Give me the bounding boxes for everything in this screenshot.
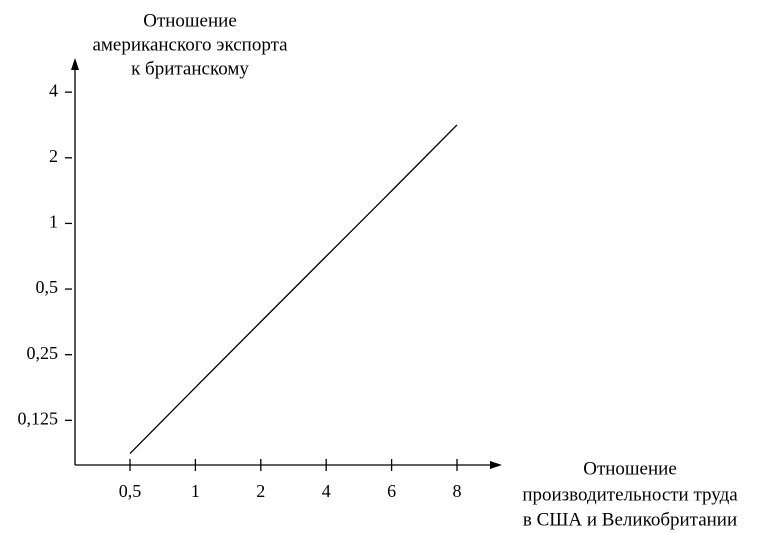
y-tick-label: 0,125 [18, 408, 59, 428]
x-tick-label: 1 [191, 481, 200, 501]
x-axis-arrow [490, 461, 502, 469]
x-tick-label: 2 [256, 481, 265, 501]
y-tick-label: 0,25 [27, 343, 59, 363]
x-tick-label: 4 [322, 481, 331, 501]
x-tick-label: 0,5 [119, 481, 142, 501]
y-axis-label: американского экспорта [92, 34, 288, 55]
y-axis-label: к британскому [131, 58, 249, 79]
x-axis-label: производительности труда [522, 484, 738, 505]
y-tick-label: 2 [49, 146, 58, 166]
x-tick-label: 6 [387, 481, 396, 501]
x-tick-label: 8 [453, 481, 462, 501]
x-axis-label: в США и Великобритании [523, 509, 737, 530]
y-axis-label: Отношение [143, 10, 237, 31]
line [129, 124, 458, 455]
y-tick-label: 4 [49, 80, 58, 100]
x-axis-label: Отношение [583, 458, 677, 479]
y-axis-arrow [71, 58, 79, 70]
y-tick-label: 1 [49, 212, 58, 232]
y-tick-label: 0,5 [36, 277, 59, 297]
